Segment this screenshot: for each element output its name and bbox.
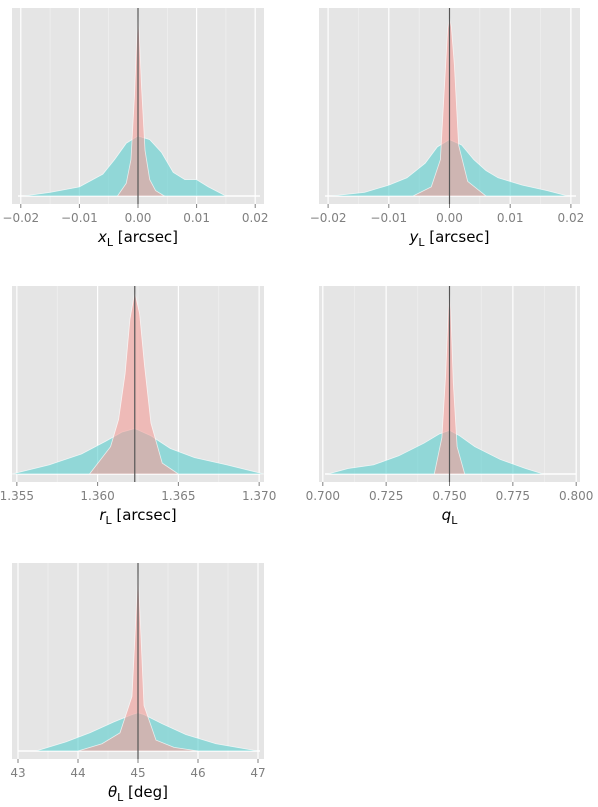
panel-5: 43 44 45 46 47 θL [deg] (10, 563, 266, 804)
panel-3: 1.355 1.360 1.365 1.370 rL [arcsec] (0, 286, 276, 527)
tick-label: 43 (10, 766, 25, 780)
tick-label: 44 (70, 766, 85, 780)
tick-label: 1.360 (80, 489, 114, 503)
panel-2: −0.02 −0.01 0.00 0.01 0.02 yL [arcsec] (310, 8, 585, 249)
tick-label: 0.00 (436, 211, 463, 225)
tick-label: 0.00 (125, 211, 152, 225)
tick-label: −0.01 (370, 211, 407, 225)
x-axis-label: θL [deg] (108, 783, 168, 804)
panel-4: 0.700 0.725 0.750 0.775 0.800 qL (306, 286, 593, 527)
tick-label: 0.800 (559, 489, 593, 503)
density-broad (23, 135, 227, 197)
x-axis-label: qL (442, 506, 459, 527)
x-axis-label: xL [arcsec] (97, 228, 178, 249)
tick-label: 45 (130, 766, 145, 780)
tick-label: −0.01 (61, 211, 98, 225)
tick-label: −0.02 (310, 211, 347, 225)
tick-label: −0.02 (2, 211, 39, 225)
x-axis-label: rL [arcsec] (99, 506, 176, 527)
tick-label: 1.365 (161, 489, 195, 503)
tick-label: 0.02 (242, 211, 269, 225)
density-narrow (116, 13, 166, 197)
tick-label: 47 (250, 766, 265, 780)
tick-label: 46 (190, 766, 205, 780)
tick-label: 0.01 (183, 211, 210, 225)
tick-label: 0.775 (496, 489, 530, 503)
tick-label: 0.750 (432, 489, 466, 503)
tick-label: 1.355 (0, 489, 34, 503)
density-narrow (88, 291, 180, 475)
x-axis-label: yL [arcsec] (408, 228, 489, 249)
tick-label: 0.02 (558, 211, 585, 225)
panel-1: −0.02 −0.01 0.00 0.01 0.02 xL [arcsec] (2, 8, 269, 249)
tick-label: 0.01 (497, 211, 524, 225)
tick-label: 0.725 (369, 489, 403, 503)
tick-label: 0.700 (306, 489, 340, 503)
tick-label: 1.370 (242, 489, 276, 503)
